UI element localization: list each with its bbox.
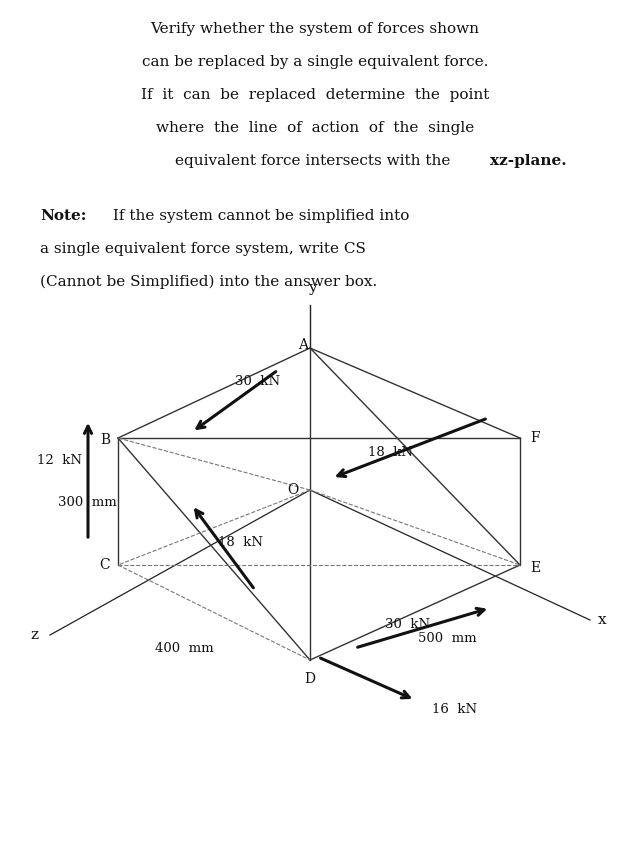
- Text: y: y: [307, 281, 316, 295]
- Text: 12  kN: 12 kN: [37, 454, 82, 467]
- Text: z: z: [30, 628, 38, 642]
- Text: If the system cannot be simplified into: If the system cannot be simplified into: [108, 209, 410, 223]
- Text: C: C: [100, 558, 110, 572]
- Text: xz-plane.: xz-plane.: [490, 154, 566, 168]
- Text: 30  kN: 30 kN: [235, 375, 280, 388]
- Text: If  it  can  be  replaced  determine  the  point: If it can be replaced determine the poin…: [141, 88, 489, 102]
- Text: 16  kN: 16 kN: [432, 703, 477, 716]
- Text: Note:: Note:: [40, 209, 86, 223]
- Text: F: F: [530, 431, 540, 445]
- Text: 18  kN: 18 kN: [368, 447, 413, 460]
- Text: equivalent force intersects with the: equivalent force intersects with the: [175, 154, 455, 168]
- Text: 400  mm: 400 mm: [155, 641, 214, 655]
- Text: x: x: [598, 613, 607, 627]
- Text: B: B: [100, 433, 110, 447]
- Text: D: D: [304, 672, 316, 686]
- Text: 18  kN: 18 kN: [218, 536, 263, 549]
- Text: A: A: [298, 338, 308, 352]
- Text: (Cannot be Simplified) into the answer box.: (Cannot be Simplified) into the answer b…: [40, 275, 377, 289]
- Text: Verify whether the system of forces shown: Verify whether the system of forces show…: [151, 22, 479, 36]
- Text: E: E: [530, 561, 540, 575]
- Text: O: O: [287, 483, 298, 497]
- Text: can be replaced by a single equivalent force.: can be replaced by a single equivalent f…: [142, 55, 488, 69]
- Text: a single equivalent force system, write CS: a single equivalent force system, write …: [40, 242, 366, 256]
- Text: 300  mm: 300 mm: [58, 495, 117, 509]
- Text: 500  mm: 500 mm: [418, 632, 477, 645]
- Text: 30  kN: 30 kN: [386, 618, 430, 631]
- Text: where  the  line  of  action  of  the  single: where the line of action of the single: [156, 121, 474, 135]
